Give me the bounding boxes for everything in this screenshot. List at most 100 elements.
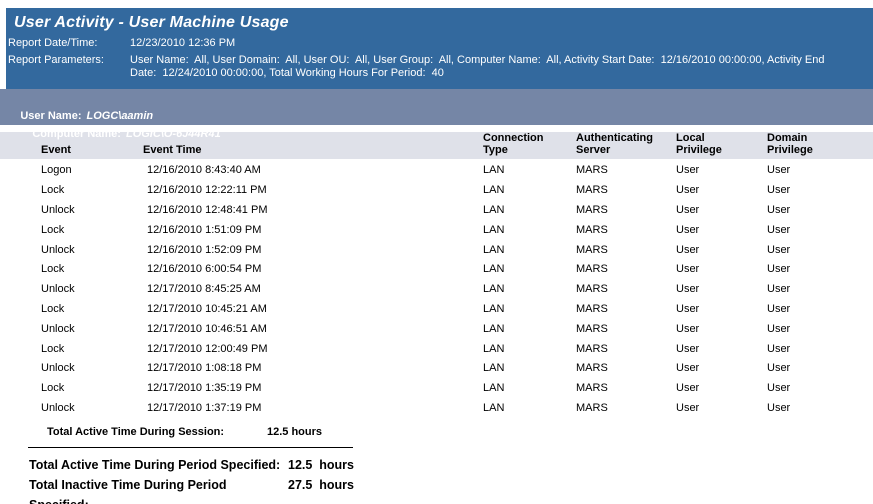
authenticating-server-cell: MARS [576, 164, 608, 177]
authenticating-server-cell: MARS [576, 223, 608, 236]
connection-type-cell: LAN [483, 382, 505, 395]
domain-privilege-cell: User [767, 184, 791, 197]
event-time-cell: 12/17/2010 1:37:19 PM [147, 401, 262, 414]
domain-privilege-cell: User [767, 401, 791, 414]
event-time-cell: 12/16/2010 12:48:41 PM [147, 203, 268, 216]
local-privilege-cell: User [676, 362, 700, 375]
table-row: Lock 12/17/2010 12:00:49 PM LAN MARS Use… [0, 339, 873, 359]
table-row: Unlock 12/17/2010 8:45:25 AM LAN MARS Us… [0, 279, 873, 299]
table-row: Unlock 12/16/2010 1:52:09 PM LAN MARS Us… [0, 240, 873, 260]
table-row: Lock 12/17/2010 1:35:19 PM LAN MARS User… [0, 378, 873, 398]
connection-type-cell: LAN [483, 184, 505, 197]
table-row: Lock 12/16/2010 1:51:09 PM LAN MARS User… [0, 220, 873, 240]
connection-type-cell: LAN [483, 401, 505, 414]
table-row: Unlock 12/17/2010 1:08:18 PM LAN MARS Us… [0, 358, 873, 378]
event-time-cell: 12/17/2010 10:45:21 AM [147, 302, 267, 315]
event-time-cell: 12/17/2010 1:35:19 PM [147, 382, 262, 395]
inactive-period-total-row: Total Inactive Time During Period Specif… [0, 475, 873, 504]
computer-name-value: LOGIC\O-6J44R41 [125, 127, 221, 140]
table-row: Unlock 12/16/2010 12:48:41 PM LAN MARS U… [0, 200, 873, 220]
local-privilege-cell: User [676, 382, 700, 395]
inactive-period-total-label: Total Inactive Time During Period Specif… [29, 477, 227, 504]
connection-type-cell: LAN [483, 263, 505, 276]
table-header-row: Event Event Time Connection Type Authent… [0, 131, 873, 159]
local-privilege-cell: User [676, 283, 700, 296]
event-cell: Lock [41, 342, 65, 355]
domain-privilege-cell: User [767, 283, 791, 296]
domain-privilege-cell: User [767, 223, 791, 236]
authenticating-server-cell: MARS [576, 342, 608, 355]
event-time-cell: 12/16/2010 1:52:09 PM [147, 243, 262, 256]
event-time-cell: 12/17/2010 8:45:25 AM [147, 283, 261, 296]
local-privilege-cell: User [676, 263, 700, 276]
table-row: Unlock 12/17/2010 10:46:51 AM LAN MARS U… [0, 319, 873, 339]
domain-privilege-cell: User [767, 322, 791, 335]
local-privilege-cell: User [676, 184, 700, 197]
domain-privilege-cell: User [767, 362, 791, 375]
domain-privilege-cell: User [767, 263, 791, 276]
column-header-connection-type: Connection Type [483, 131, 544, 156]
event-cell: Unlock [41, 362, 75, 375]
domain-privilege-cell: User [767, 243, 791, 256]
local-privilege-cell: User [676, 164, 700, 177]
column-header-event-time: Event Time [143, 143, 202, 156]
local-privilege-cell: User [676, 223, 700, 236]
table-row: Logon 12/16/2010 8:43:40 AM LAN MARS Use… [0, 161, 873, 181]
local-privilege-cell: User [676, 342, 700, 355]
event-time-cell: 12/17/2010 12:00:49 PM [147, 342, 268, 355]
active-period-total-row: Total Active Time During Period Specifie… [0, 455, 873, 475]
connection-type-cell: LAN [483, 164, 505, 177]
report-date-label: Report Date/Time: [8, 37, 98, 49]
authenticating-server-cell: MARS [576, 382, 608, 395]
local-privilege-cell: User [676, 322, 700, 335]
authenticating-server-cell: MARS [576, 401, 608, 414]
user-name-row: User Name: LOGC\aamin [0, 89, 873, 122]
domain-privilege-cell: User [767, 382, 791, 395]
session-total-value: 12.5 hours [267, 425, 323, 438]
column-header-local-privilege: Local Privilege [676, 131, 722, 156]
authenticating-server-cell: MARS [576, 184, 608, 197]
event-cell: Unlock [41, 322, 75, 335]
table-row: Lock 12/16/2010 12:22:11 PM LAN MARS Use… [0, 180, 873, 200]
column-header-authenticating-server: Authenticating Server [576, 131, 653, 156]
event-time-cell: 12/16/2010 12:22:11 PM [147, 184, 267, 197]
report-date-value: 12/23/2010 12:36 PM [130, 37, 236, 49]
event-cell: Lock [41, 184, 65, 197]
local-privilege-cell: User [676, 401, 700, 414]
domain-privilege-cell: User [767, 342, 791, 355]
table-row: Lock 12/16/2010 6:00:54 PM LAN MARS User… [0, 259, 873, 279]
event-cell: Unlock [41, 203, 75, 216]
domain-privilege-cell: User [767, 302, 791, 315]
authenticating-server-cell: MARS [576, 302, 608, 315]
event-time-cell: 12/16/2010 6:00:54 PM [147, 263, 262, 276]
totals-separator-line [28, 446, 353, 448]
event-cell: Lock [41, 302, 65, 315]
domain-privilege-cell: User [767, 164, 791, 177]
connection-type-cell: LAN [483, 302, 505, 315]
session-total-label: Total Active Time During Session: [47, 425, 225, 438]
authenticating-server-cell: MARS [576, 322, 608, 335]
inactive-period-total-value: 27.5 hours [288, 477, 354, 492]
authenticating-server-cell: MARS [576, 263, 608, 276]
report-parameters-value: User Name: All, User Domain: All, User O… [130, 53, 828, 80]
table-row: Lock 12/17/2010 10:45:21 AM LAN MARS Use… [0, 299, 873, 319]
event-time-cell: 12/16/2010 8:43:40 AM [147, 164, 261, 177]
authenticating-server-cell: MARS [576, 283, 608, 296]
connection-type-cell: LAN [483, 223, 505, 236]
session-total-row: Total Active Time During Session: 12.5 h… [0, 426, 873, 438]
report-parameters-row: Report Parameters: User Name: All, User … [8, 54, 865, 81]
active-period-total-label: Total Active Time During Period Specifie… [29, 457, 281, 472]
report-date-row: Report Date/Time: 12/23/2010 12:36 PM [8, 37, 865, 51]
event-cell: Unlock [41, 283, 75, 296]
connection-type-cell: LAN [483, 243, 505, 256]
event-time-cell: 12/17/2010 1:08:18 PM [147, 362, 262, 375]
authenticating-server-cell: MARS [576, 362, 608, 375]
user-name-value: LOGC\aamin [86, 109, 154, 122]
authenticating-server-cell: MARS [576, 203, 608, 216]
connection-type-cell: LAN [483, 342, 505, 355]
event-cell: Unlock [41, 243, 75, 256]
local-privilege-cell: User [676, 243, 700, 256]
user-name-label: User Name: [20, 109, 82, 122]
event-cell: Lock [41, 223, 65, 236]
